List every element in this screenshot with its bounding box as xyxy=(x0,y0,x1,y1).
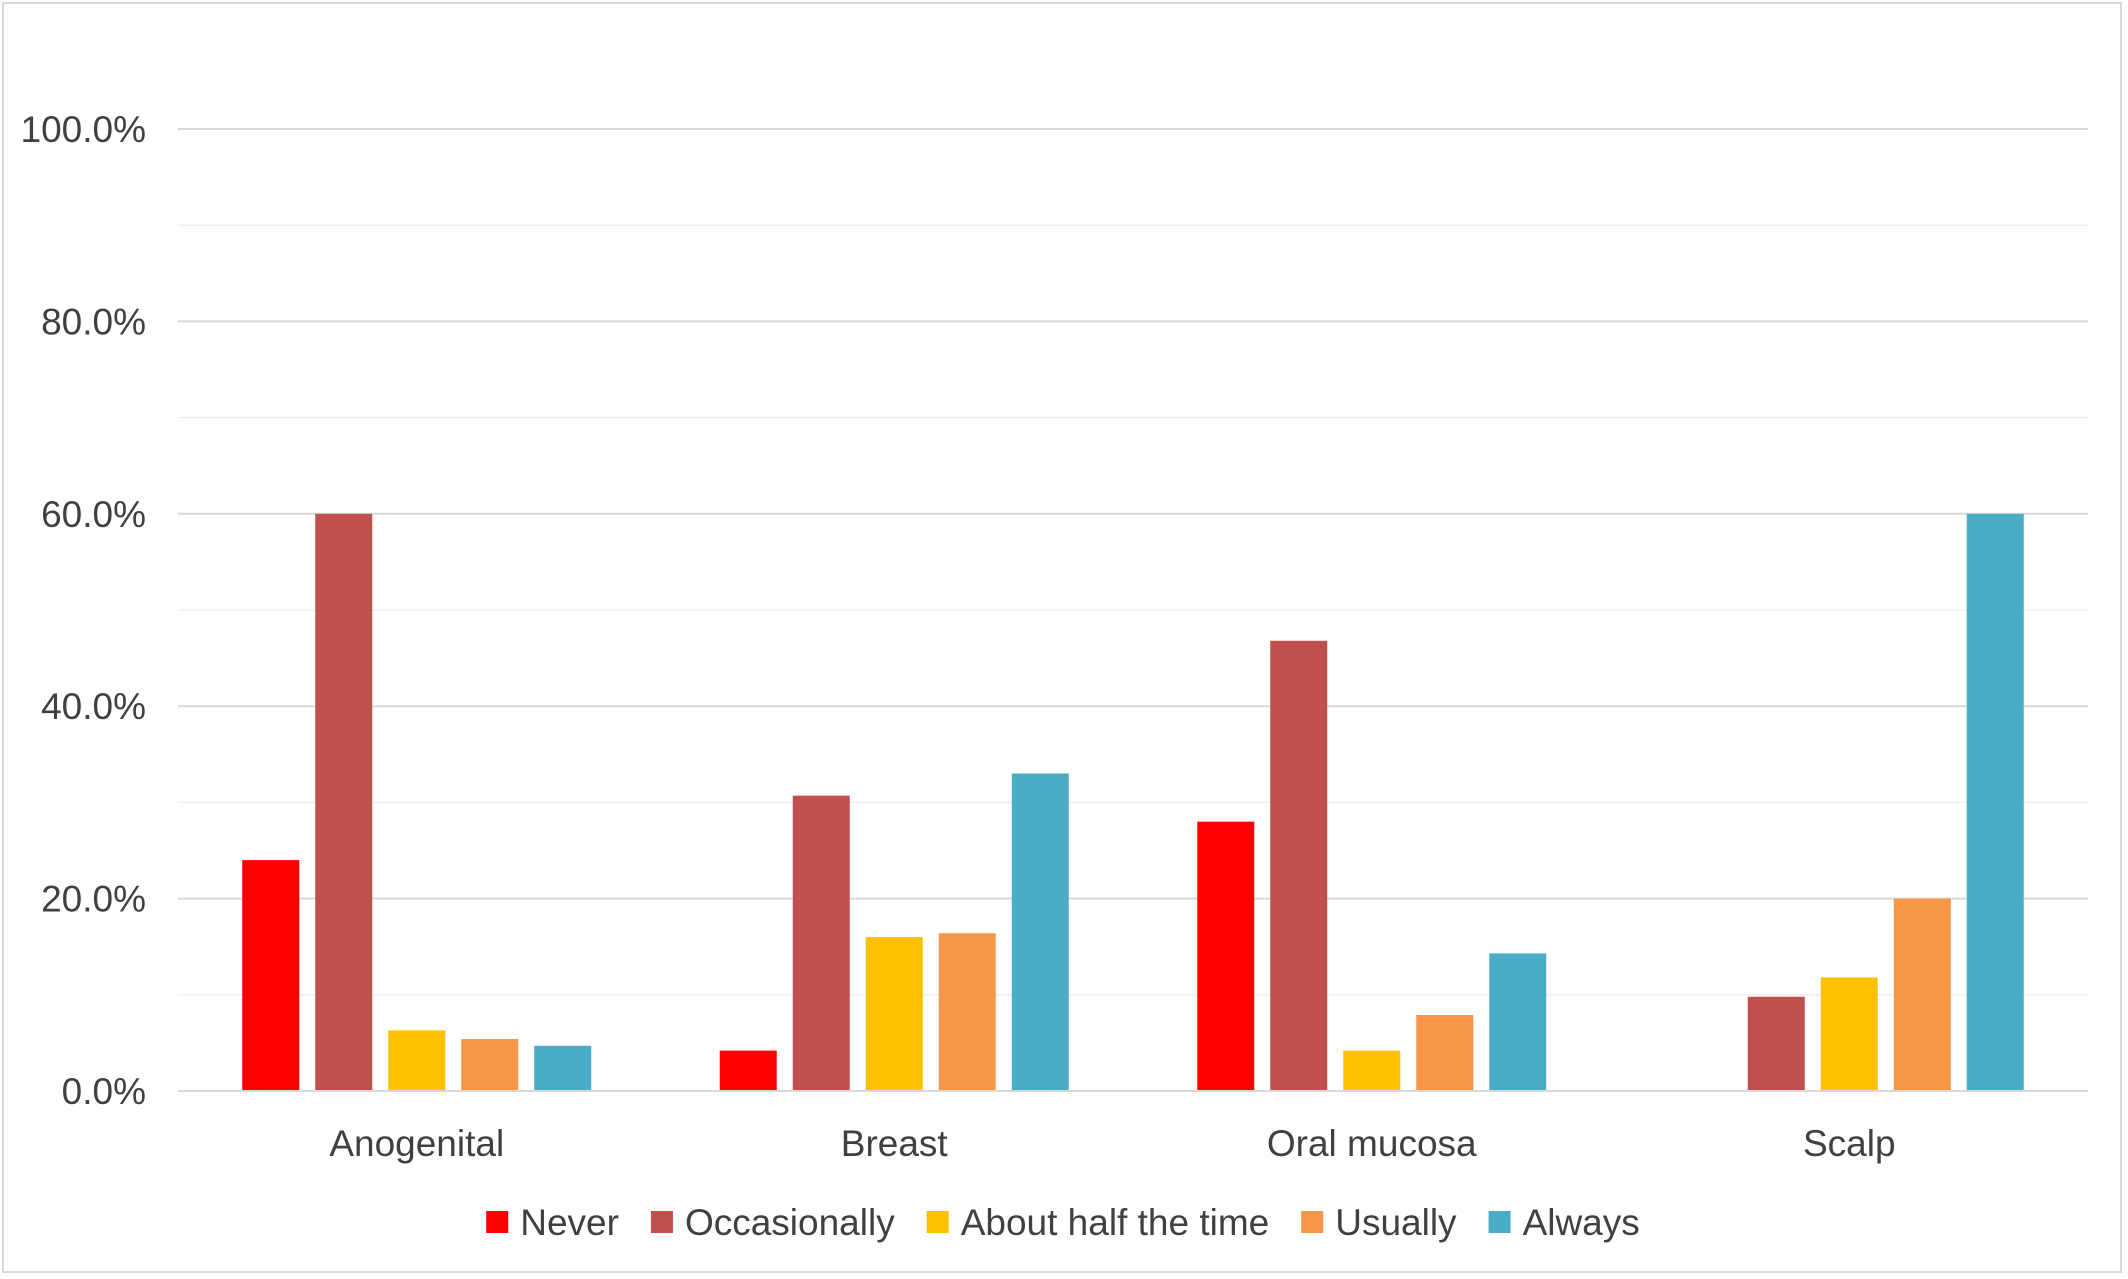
bar-about-half-the-time-anogenital xyxy=(388,1030,446,1091)
bar-occasionally-anogenital xyxy=(315,513,373,1091)
bar-occasionally-oral-mucosa xyxy=(1270,640,1328,1091)
legend-entries: Never Occasionally About half the time Usua… xyxy=(486,1202,1640,1243)
bars xyxy=(242,513,2024,1091)
x-category-label: Breast xyxy=(841,1123,949,1164)
legend-swatch xyxy=(926,1211,949,1233)
legend-item: Usually xyxy=(1301,1202,1457,1243)
legend-swatch xyxy=(1488,1211,1511,1233)
bar-about-half-the-time-oral-mucosa xyxy=(1343,1050,1401,1091)
bar-always-anogenital xyxy=(534,1045,592,1091)
x-axis-category-labels: Anogenital Breast Oral mucosa Scalp xyxy=(329,1123,1895,1164)
legend-label: About half the time xyxy=(961,1202,1270,1243)
bar-usually-scalp xyxy=(1893,898,1951,1091)
y-tick-label: 20.0% xyxy=(41,879,146,920)
bar-about-half-the-time-breast xyxy=(865,937,923,1091)
legend-item: Always xyxy=(1488,1202,1640,1243)
bar-always-scalp xyxy=(1966,513,2024,1091)
y-tick-label: 100.0% xyxy=(21,109,147,150)
bar-usually-anogenital xyxy=(461,1039,519,1091)
legend-swatch xyxy=(486,1211,509,1233)
bar-about-half-the-time-scalp xyxy=(1820,977,1878,1091)
bar-never-oral-mucosa xyxy=(1197,821,1255,1091)
y-tick-label: 80.0% xyxy=(41,301,146,342)
y-tick-label: 60.0% xyxy=(41,494,146,535)
bar-occasionally-scalp xyxy=(1747,996,1805,1091)
legend-item: Never xyxy=(486,1202,619,1243)
legend-label: Always xyxy=(1523,1202,1640,1243)
bar-usually-oral-mucosa xyxy=(1416,1015,1474,1091)
legend-label: Occasionally xyxy=(685,1202,895,1243)
bar-never-breast xyxy=(719,1050,777,1091)
gridlines xyxy=(178,128,2088,996)
legend-swatch xyxy=(1301,1211,1324,1233)
bar-always-breast xyxy=(1011,773,1069,1091)
bar-never-anogenital xyxy=(242,860,300,1091)
legend-swatch xyxy=(650,1211,673,1233)
bar-occasionally-breast xyxy=(792,795,850,1091)
y-axis-tick-labels: 0.0% 20.0% 40.0% 60.0% 80.0% 100.0% xyxy=(21,109,147,1112)
legend: Never Occasionally About half the time Usua… xyxy=(486,1202,1640,1243)
legend-item: About half the time xyxy=(926,1202,1270,1243)
x-category-label: Scalp xyxy=(1803,1123,1896,1164)
legend-label: Never xyxy=(520,1202,619,1243)
y-tick-label: 40.0% xyxy=(41,686,146,727)
x-category-label: Oral mucosa xyxy=(1267,1123,1477,1164)
y-tick-label: 0.0% xyxy=(62,1071,146,1112)
bar-usually-breast xyxy=(938,933,996,1091)
x-category-label: Anogenital xyxy=(329,1123,504,1164)
legend-item: Occasionally xyxy=(650,1202,895,1243)
bar-always-oral-mucosa xyxy=(1489,953,1547,1091)
legend-label: Usually xyxy=(1335,1202,1457,1243)
